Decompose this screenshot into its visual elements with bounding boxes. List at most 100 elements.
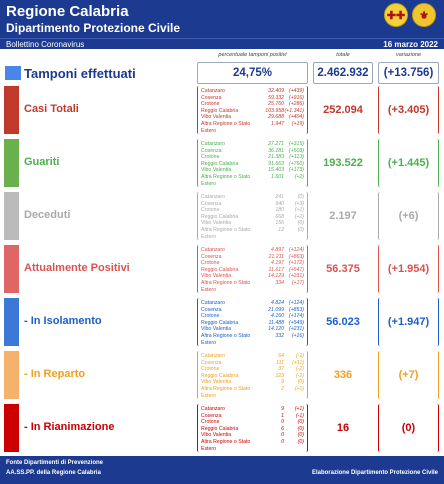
province-value: 156: [275, 220, 284, 227]
section-casi: Casi Totali Catanzaro 32.409 (+439) Cosenza 5…: [0, 86, 444, 134]
province-row: Reggio Calabria 123 (-2): [201, 373, 304, 380]
footer-bar: Fonte Dipartimenti di Prevenzione AA.SS.…: [0, 456, 444, 484]
department-title: Dipartimento Protezione Civile: [6, 21, 181, 35]
regione-crest-icon: ⚜: [412, 3, 436, 27]
province-value: 14.120: [268, 326, 284, 333]
province-delta: (+916): [288, 94, 304, 101]
province-row: Vibo Valentia 29.688 (+404): [201, 114, 304, 121]
province-value: 64: [278, 353, 284, 359]
section-label: Guariti: [24, 156, 60, 168]
province-delta: (0): [297, 220, 304, 227]
province-delta: (+439): [288, 88, 304, 94]
footer-asp: AA.SS.PP. della Regione Calabria: [6, 470, 101, 476]
province-name: Catanzaro: [201, 300, 225, 306]
province-delta: (+1): [294, 406, 304, 412]
province-delta: (0): [297, 432, 304, 439]
section-total: 193.522: [323, 157, 363, 169]
section-label: - In Rianimazione: [24, 421, 115, 433]
province-name: Altra Regione o Stato Estero: [201, 173, 251, 187]
province-delta: (+231): [288, 326, 304, 333]
province-name: Altra Regione o Stato Estero: [201, 332, 251, 346]
section-variation: (+1.445): [378, 139, 439, 187]
province-delta: (+863): [288, 253, 304, 260]
province-row: Crotone 0 (0): [201, 419, 304, 426]
province-row: Catanzaro 241 (0): [201, 194, 304, 201]
province-row: Catanzaro 4.824 (+124): [201, 300, 304, 307]
province-row: Cosenza 36.181 (+503): [201, 148, 304, 155]
region-title: Regione Calabria: [6, 3, 129, 20]
province-value: 29.688: [268, 114, 284, 121]
tamponi-perc: 24,75%: [197, 62, 308, 84]
section-label: Casi Totali: [24, 103, 79, 115]
province-name: Vibo Valentia: [201, 167, 232, 174]
section-color-bar: [4, 192, 19, 240]
province-value: 332: [275, 332, 284, 339]
province-value: 9: [281, 406, 284, 412]
tamponi-totale: 2.462.932: [313, 62, 373, 84]
province-row: Catanzaro 4.897 (+124): [201, 247, 304, 254]
footer-source: Fonte Dipartimenti di Prevenzione: [6, 460, 104, 466]
province-row: Vibo Valentia 9 (0): [201, 379, 304, 386]
bulletin-bar: Bollettino Coronavirus 16 marzo 2022: [0, 38, 444, 49]
province-delta: (+2): [294, 213, 304, 220]
bulletin-date: 16 marzo 2022: [383, 40, 438, 49]
province-name: Reggio Calabria: [201, 372, 239, 379]
province-value: 9: [281, 379, 284, 386]
province-row: Cosenza 21.099 (+853): [201, 307, 304, 314]
province-breakdown: Catanzaro 4.897 (+124) Cosenza 21.211 (+863) C…: [197, 245, 308, 293]
footer-elab: Elaborazione Dipartimento Protezione Civ…: [311, 470, 438, 476]
province-row: Crotone 37 (-2): [201, 366, 304, 373]
province-row: Catanzaro 27.271 (+315): [201, 141, 304, 148]
province-delta: (0): [297, 379, 304, 386]
province-delta: (+16): [291, 332, 304, 339]
province-row: Reggio Calabria 91.663 (+760): [201, 161, 304, 168]
protezione-civile-logo-icon: ✚✚: [384, 3, 408, 27]
section-label: - In Isolamento: [24, 315, 102, 327]
section-color-bar: [4, 404, 19, 452]
province-delta: (+404): [288, 114, 304, 121]
province-name: Reggio Calabria: [201, 160, 239, 167]
province-name: Reggio Calabria: [201, 319, 239, 326]
province-row: Altra Regione o Stato Estero 332 (+16): [201, 333, 304, 346]
province-row: Altra Regione o Stato Estero 2 (+1): [201, 386, 304, 399]
province-row: Catanzaro 64 (-1): [201, 353, 304, 360]
province-value: 241: [275, 194, 284, 200]
province-delta: (+503): [288, 147, 304, 154]
province-name: Catanzaro: [201, 141, 225, 147]
province-row: Altra Regione o Stato Estero 1.947 (+19): [201, 121, 304, 134]
province-row: Cosenza 59.332 (+916): [201, 95, 304, 102]
province-value: 2: [281, 385, 284, 392]
section-variation: (0): [378, 404, 439, 452]
province-name: Cosenza: [201, 147, 222, 154]
province-value: 12: [278, 226, 284, 233]
province-delta: (+174): [288, 313, 304, 320]
province-name: Altra Regione o Stato Estero: [201, 438, 251, 452]
province-row: Vibo Valentia 14.129 (+231): [201, 273, 304, 280]
province-value: 4.197: [271, 260, 284, 267]
province-delta: (+19): [291, 120, 304, 127]
province-delta: (0): [297, 425, 304, 432]
province-row: Altra Regione o Stato Estero 1.601 (+2): [201, 174, 304, 187]
province-name: Catanzaro: [201, 247, 225, 253]
province-name: Crotone: [201, 101, 220, 108]
province-name: Cosenza: [201, 359, 222, 366]
province-value: 111: [276, 359, 284, 366]
province-row: Crotone 21.383 (+113): [201, 154, 304, 161]
province-row: Vibo Valentia 156 (0): [201, 220, 304, 227]
province-delta: (+17): [291, 279, 304, 286]
province-breakdown: Catanzaro 241 (0) Cosenza 940 (+3) Crotone 180 (…: [197, 192, 308, 240]
province-name: Cosenza: [201, 412, 222, 419]
province-name: Altra Regione o Stato Estero: [201, 226, 251, 240]
province-row: Altra Regione o Stato Estero 12 (0): [201, 227, 304, 240]
section-color-bar: [4, 351, 19, 399]
province-delta: (+113): [289, 154, 304, 161]
province-breakdown: Catanzaro 64 (-1) Cosenza 111 (+11) Crotone 37 (…: [197, 351, 308, 399]
section-positivi: Attualmente Positivi Catanzaro 4.897 (+124)…: [0, 245, 444, 293]
section-rianimazione: - In Rianimazione Catanzaro 9 (+1) Cosenza 1 (…: [0, 404, 444, 452]
province-delta: (+315): [288, 141, 304, 147]
section-label: - In Reparto: [24, 368, 86, 380]
province-row: Altra Regione o Stato Estero 0 (0): [201, 439, 304, 452]
province-name: Reggio Calabria: [201, 266, 239, 273]
province-delta: (+853): [288, 306, 304, 313]
province-row: Cosenza 1 (-1): [201, 413, 304, 420]
